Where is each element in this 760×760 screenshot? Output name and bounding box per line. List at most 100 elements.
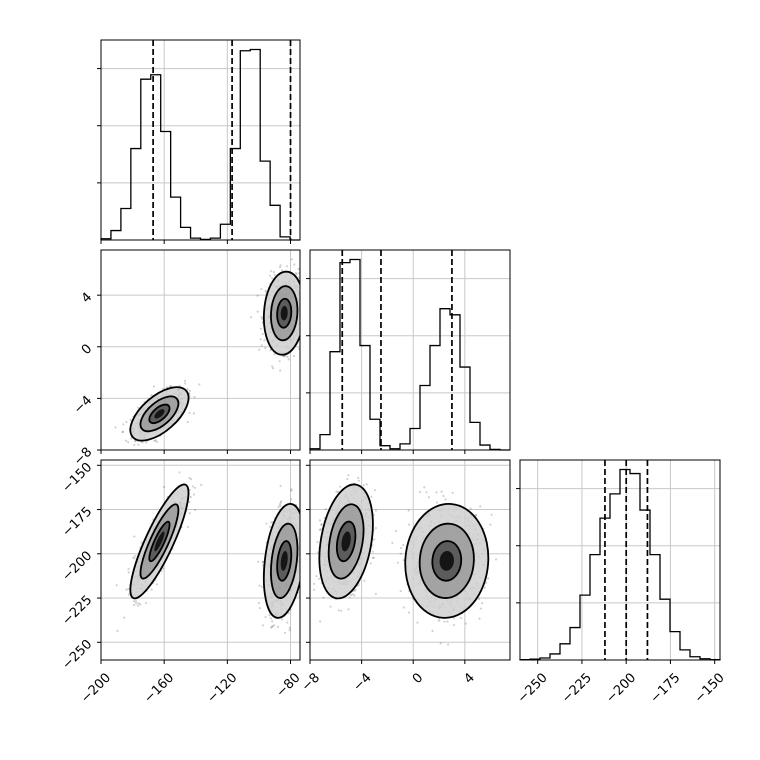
density-core bbox=[280, 305, 288, 321]
scatter-point bbox=[280, 500, 283, 503]
scatter-point bbox=[151, 454, 153, 456]
scatter-point bbox=[478, 597, 481, 601]
scatter-point bbox=[318, 519, 321, 522]
scatter-point bbox=[357, 476, 360, 480]
scatter-point bbox=[400, 546, 403, 550]
scatter-point bbox=[130, 437, 133, 440]
scatter-point bbox=[258, 348, 261, 351]
scatter-point bbox=[278, 266, 282, 269]
scatter-point bbox=[198, 383, 201, 386]
scatter-point bbox=[313, 588, 316, 591]
scatter-point bbox=[443, 620, 446, 623]
scatter-point bbox=[155, 440, 159, 443]
contour-0-2 bbox=[129, 386, 190, 442]
scatter-point bbox=[300, 500, 302, 502]
scatter-point bbox=[481, 602, 484, 605]
scatter-point bbox=[261, 333, 264, 336]
scatter-point bbox=[292, 355, 296, 358]
scatter-point bbox=[130, 452, 132, 454]
contour-1-0 bbox=[276, 540, 293, 582]
scatter-point bbox=[436, 501, 439, 504]
scatter-point bbox=[285, 265, 288, 268]
scatter-point bbox=[301, 334, 303, 336]
density-core bbox=[154, 409, 165, 419]
scatter-point bbox=[442, 494, 445, 498]
scatter-point bbox=[262, 560, 265, 563]
panel-frame bbox=[309, 249, 511, 451]
panel-frame bbox=[309, 459, 511, 661]
scatter-point bbox=[276, 625, 279, 628]
scatter-point bbox=[304, 546, 306, 548]
scatter-point bbox=[295, 273, 298, 276]
y-tick-label-param2: −175 bbox=[59, 504, 95, 540]
density-core bbox=[439, 550, 454, 571]
scatter-point bbox=[258, 607, 262, 610]
scatter-point bbox=[259, 338, 262, 341]
scatter-point bbox=[320, 523, 323, 526]
scatter-point bbox=[446, 620, 449, 623]
scatter-point bbox=[268, 614, 271, 617]
scatter-point bbox=[273, 273, 276, 276]
scatter-point bbox=[281, 269, 284, 272]
scatter-point bbox=[150, 394, 153, 397]
scatter-point bbox=[259, 327, 262, 330]
scatter-point bbox=[272, 271, 275, 274]
scatter-point bbox=[402, 606, 405, 609]
scatter-point bbox=[121, 430, 124, 433]
scatter-point bbox=[301, 310, 303, 312]
scatter-point bbox=[264, 289, 267, 292]
scatter-point bbox=[193, 486, 197, 489]
scatter-point bbox=[122, 423, 125, 426]
scatter-point bbox=[278, 360, 281, 363]
contour-0-0 bbox=[335, 520, 357, 563]
scatter-point bbox=[407, 509, 410, 512]
scatter-point bbox=[374, 527, 377, 530]
scatter-point bbox=[145, 441, 148, 444]
scatter-point bbox=[340, 609, 343, 612]
x-tick-label-param1: 0 bbox=[410, 670, 426, 686]
scatter-point bbox=[294, 271, 298, 275]
scatter-point bbox=[402, 543, 405, 547]
scatter-point bbox=[464, 622, 467, 625]
scatter-panel-param2_vs_param1 bbox=[310, 460, 510, 660]
scatter-point bbox=[188, 411, 191, 414]
scatter-point bbox=[269, 617, 272, 620]
scatter-point bbox=[320, 523, 323, 527]
x-tick-label-param2: −250 bbox=[515, 670, 551, 706]
scatter-point bbox=[319, 528, 322, 531]
scatter-point bbox=[132, 600, 135, 603]
scatter-point bbox=[318, 528, 321, 532]
scatter-point bbox=[192, 412, 195, 415]
scatter-point bbox=[316, 541, 319, 544]
contour-1-0 bbox=[276, 297, 293, 329]
scatter-point bbox=[302, 319, 304, 321]
scatter-point bbox=[373, 489, 376, 492]
histogram-panel-param1 bbox=[306, 249, 511, 454]
scatter-point bbox=[121, 430, 124, 434]
scatter-point bbox=[305, 570, 307, 572]
histogram-panel-param0 bbox=[97, 39, 301, 244]
scatter-point bbox=[373, 538, 376, 541]
x-tick-label-param0: −120 bbox=[205, 670, 241, 706]
scatter-point bbox=[137, 406, 140, 409]
x-tick-label-param1: −4 bbox=[350, 670, 374, 694]
scatter-point bbox=[290, 498, 293, 501]
scatter-point bbox=[134, 554, 137, 558]
y-tick-label-param2: −250 bbox=[59, 637, 95, 673]
scatter-point bbox=[300, 320, 302, 322]
y-tick-label-param2: −200 bbox=[59, 549, 95, 585]
scatter-point bbox=[187, 525, 190, 529]
scatter-point bbox=[459, 616, 463, 620]
histogram-param1 bbox=[309, 258, 510, 451]
y-tick-label-param1: 4 bbox=[79, 290, 95, 306]
scatter-point bbox=[273, 624, 276, 627]
scatter-point bbox=[169, 384, 172, 388]
scatter-point bbox=[374, 592, 377, 595]
scatter-point bbox=[302, 327, 304, 329]
scatter-point bbox=[127, 441, 130, 444]
scatter-point bbox=[302, 310, 304, 312]
scatter-point bbox=[290, 488, 293, 491]
scatter-point bbox=[469, 507, 472, 510]
scatter-point bbox=[124, 439, 128, 442]
scatter-point bbox=[319, 620, 322, 623]
